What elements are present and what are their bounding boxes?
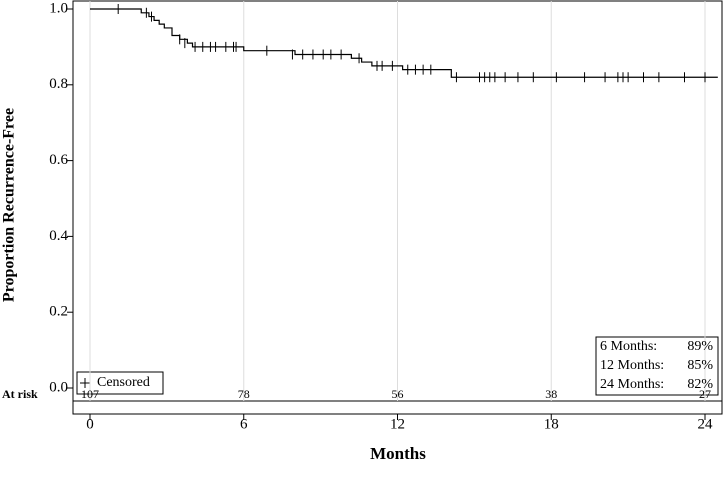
summary-value: 85% [687,358,713,373]
legend-label: Censored [97,375,150,390]
x-axis-label: Months [370,444,426,463]
summary-label: 12 Months: [600,358,664,373]
at-risk-value: 56 [392,387,404,401]
summary-value: 82% [687,377,713,392]
at-risk-value: 78 [238,387,250,401]
x-tick-label: 18 [544,416,559,432]
y-tick-label: 0.0 [49,379,68,395]
x-tick-label: 12 [390,416,405,432]
y-tick-label: 1.0 [49,0,68,16]
summary-label: 6 Months: [600,339,657,354]
summary-box [595,336,719,396]
y-axis-label: Proportion Recurrence-Free [1,108,18,302]
x-tick-label: 6 [240,416,248,432]
y-tick-label: 0.8 [49,76,68,92]
at-risk-value: 38 [545,387,557,401]
y-tick-label: 0.2 [49,304,68,320]
at-risk-value: 107 [81,387,99,401]
summary-label: 24 Months: [600,377,664,392]
y-tick-label: 0.4 [49,228,68,244]
y-tick-label: 0.6 [49,152,68,168]
at-risk-value: 27 [699,387,711,401]
x-tick-label: 0 [86,416,94,432]
at-risk-label: At risk [2,387,38,401]
survival-line [90,8,718,78]
legend [76,371,164,395]
summary-value: 89% [687,339,713,354]
x-tick-label: 24 [698,416,714,432]
